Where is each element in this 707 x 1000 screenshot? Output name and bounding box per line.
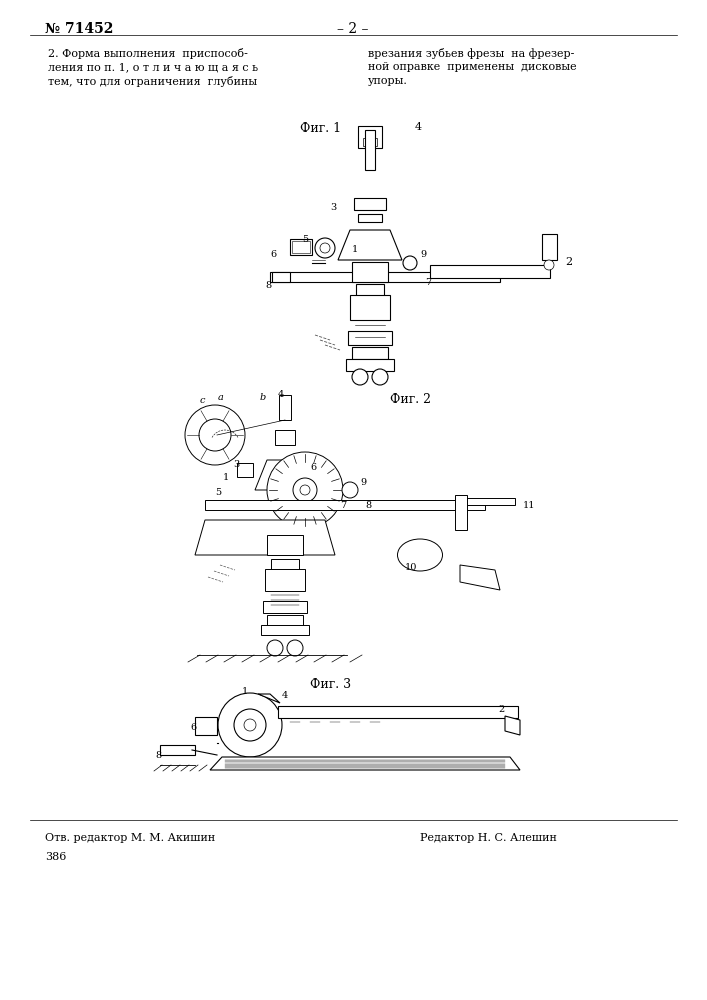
Circle shape xyxy=(185,405,245,465)
Bar xyxy=(455,495,467,530)
Circle shape xyxy=(320,243,330,253)
Bar xyxy=(265,569,305,591)
Text: 4: 4 xyxy=(415,122,422,132)
Text: 8: 8 xyxy=(365,501,371,510)
Bar xyxy=(261,625,309,635)
Bar xyxy=(263,601,307,613)
Text: 3: 3 xyxy=(233,460,239,469)
Text: 10: 10 xyxy=(405,563,417,572)
Polygon shape xyxy=(195,520,335,555)
Bar xyxy=(272,272,290,282)
Bar xyxy=(354,198,386,210)
Circle shape xyxy=(544,260,554,270)
Bar xyxy=(455,498,515,505)
Text: 9: 9 xyxy=(360,478,366,487)
Text: Фиг. 1: Фиг. 1 xyxy=(300,122,341,135)
Text: упоры.: упоры. xyxy=(368,76,408,86)
Bar xyxy=(348,331,392,345)
Circle shape xyxy=(267,640,283,656)
Circle shape xyxy=(199,419,231,451)
Circle shape xyxy=(234,709,266,741)
Bar xyxy=(195,717,217,735)
Bar xyxy=(292,241,310,253)
Text: 6: 6 xyxy=(270,250,276,259)
Circle shape xyxy=(315,238,335,258)
Text: 1: 1 xyxy=(223,473,229,482)
Circle shape xyxy=(287,640,303,656)
Polygon shape xyxy=(258,694,280,703)
Bar xyxy=(267,535,303,555)
Text: 9: 9 xyxy=(420,250,426,259)
Text: 6: 6 xyxy=(190,723,196,732)
Bar xyxy=(271,559,299,575)
Text: 5: 5 xyxy=(302,235,308,244)
Text: Фиг. 3: Фиг. 3 xyxy=(310,678,351,691)
Circle shape xyxy=(300,485,310,495)
Text: 5: 5 xyxy=(215,488,221,497)
Text: 4: 4 xyxy=(282,691,288,700)
Bar xyxy=(356,284,384,302)
Text: 1: 1 xyxy=(352,245,358,254)
Text: Отв. редактор М. М. Акишин: Отв. редактор М. М. Акишин xyxy=(45,833,215,843)
Bar xyxy=(542,234,557,260)
Bar xyxy=(205,500,485,510)
Text: 7: 7 xyxy=(340,501,346,510)
Text: Редактор Н. С. Алешин: Редактор Н. С. Алешин xyxy=(420,833,557,843)
Circle shape xyxy=(218,693,282,757)
Text: Фиг. 2: Фиг. 2 xyxy=(390,393,431,406)
Bar xyxy=(358,214,382,222)
Circle shape xyxy=(293,478,317,502)
Text: тем, что для ограничения  глубины: тем, что для ограничения глубины xyxy=(48,76,257,87)
Circle shape xyxy=(372,369,388,385)
Bar xyxy=(290,239,312,255)
Text: 2: 2 xyxy=(565,257,572,267)
Text: ления по п. 1, о т л и ч а ю щ а я с ь: ления по п. 1, о т л и ч а ю щ а я с ь xyxy=(48,62,258,72)
Bar xyxy=(275,430,295,445)
Circle shape xyxy=(403,256,417,270)
Text: 1: 1 xyxy=(242,687,248,696)
Text: ной оправке  применены  дисковые: ной оправке применены дисковые xyxy=(368,62,577,72)
Text: 8: 8 xyxy=(265,281,271,290)
Text: 4: 4 xyxy=(278,390,284,399)
Text: b: b xyxy=(260,393,267,402)
Bar xyxy=(352,347,388,359)
Bar xyxy=(237,463,253,477)
Circle shape xyxy=(352,369,368,385)
Bar xyxy=(278,706,518,718)
Text: 11: 11 xyxy=(523,501,535,510)
Text: врезания зубьев фрезы  на фрезер-: врезания зубьев фрезы на фрезер- xyxy=(368,48,574,59)
Text: 386: 386 xyxy=(45,852,66,862)
Bar xyxy=(160,745,195,755)
Text: 7: 7 xyxy=(425,278,431,287)
Polygon shape xyxy=(255,460,315,490)
Polygon shape xyxy=(270,272,500,282)
Text: 6: 6 xyxy=(310,463,316,472)
Circle shape xyxy=(267,452,343,528)
Text: a: a xyxy=(218,393,224,402)
Bar xyxy=(279,395,291,420)
Polygon shape xyxy=(338,230,402,260)
Bar xyxy=(363,138,377,146)
Text: c: c xyxy=(200,396,206,405)
Text: – 2 –: – 2 – xyxy=(337,22,369,36)
Polygon shape xyxy=(430,265,550,278)
Circle shape xyxy=(244,719,256,731)
Bar xyxy=(267,615,303,625)
Bar xyxy=(365,130,375,170)
Polygon shape xyxy=(505,716,520,735)
Text: 2. Форма выполнения  приспособ-: 2. Форма выполнения приспособ- xyxy=(48,48,248,59)
Text: 3: 3 xyxy=(330,203,337,212)
Text: 2: 2 xyxy=(498,705,504,714)
Text: № 71452: № 71452 xyxy=(45,22,113,36)
Bar xyxy=(346,359,394,371)
Polygon shape xyxy=(210,757,520,770)
Bar xyxy=(358,126,382,148)
Circle shape xyxy=(342,482,358,498)
Bar xyxy=(352,262,388,282)
Polygon shape xyxy=(460,565,500,590)
Bar xyxy=(350,295,390,320)
Text: 8: 8 xyxy=(155,751,161,760)
